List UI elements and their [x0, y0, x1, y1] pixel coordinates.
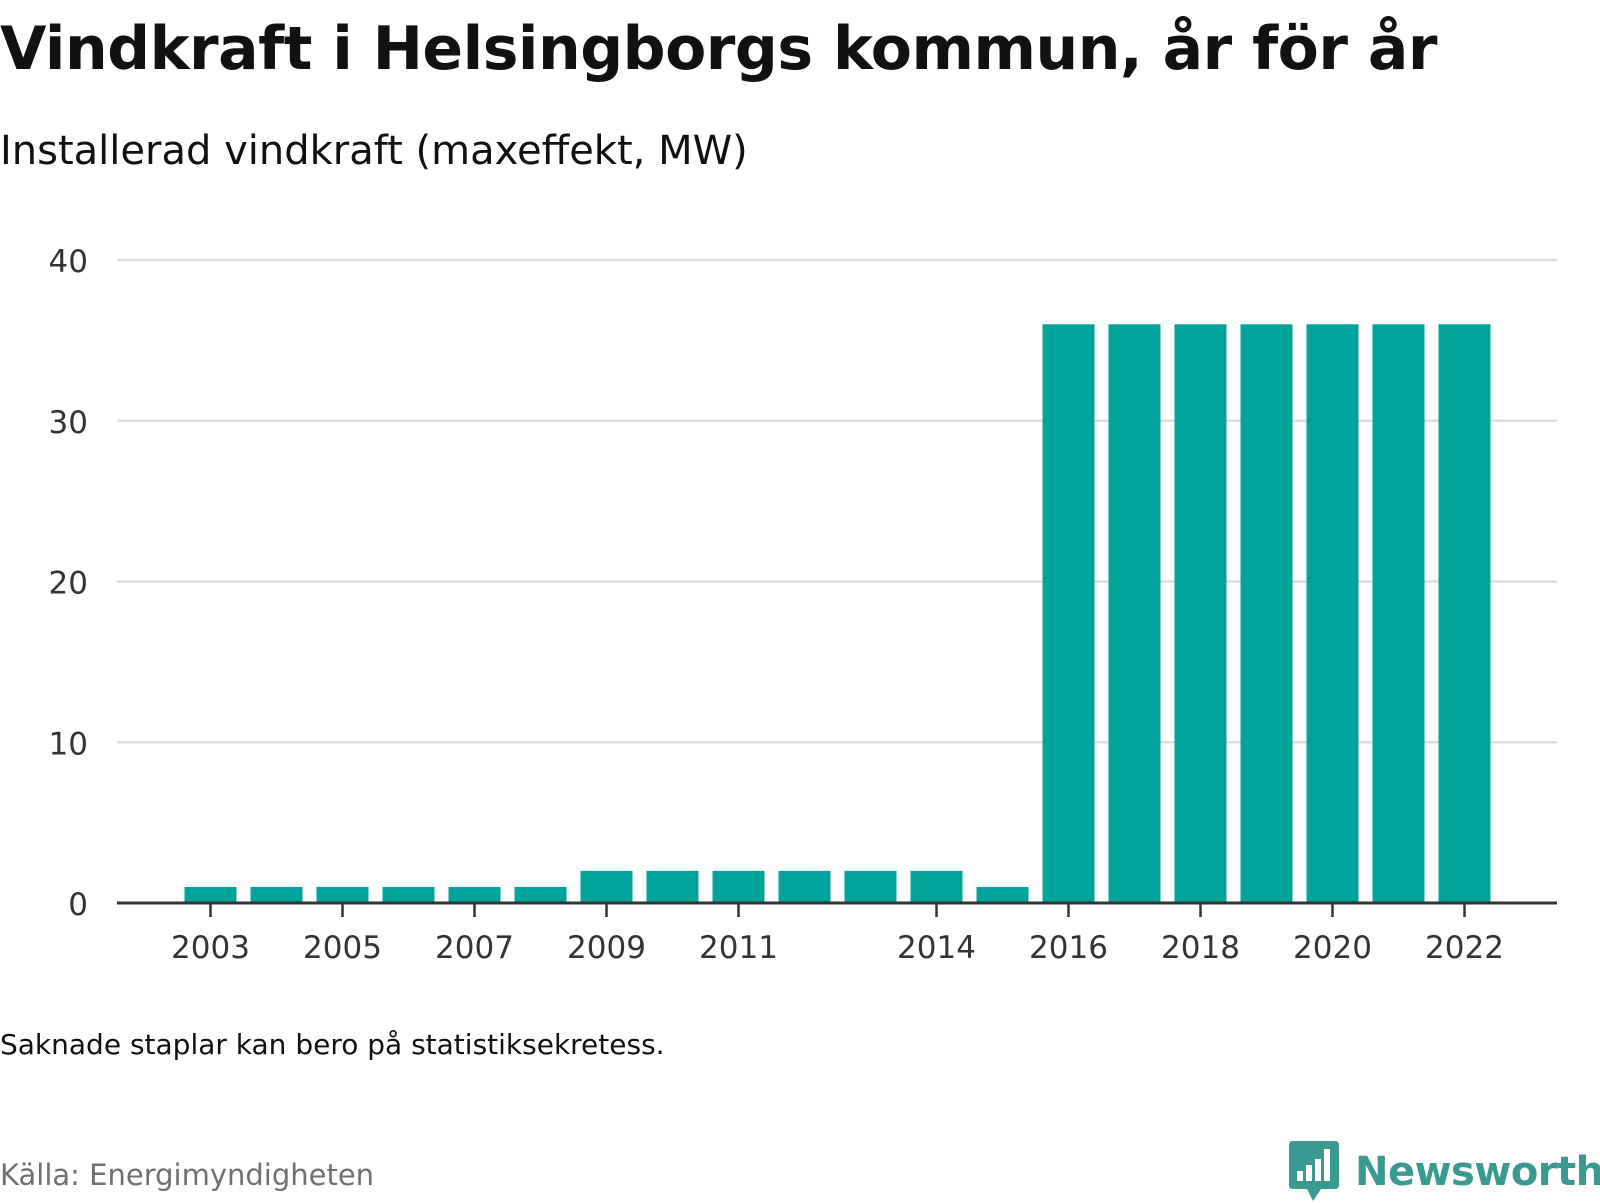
bar-chart: 0 10 20 30 40 2003 2005 2007 2009 2011 2014 2016 201… — [49, 244, 1557, 966]
y-tick-label: 20 — [49, 566, 88, 602]
y-tick-label: 30 — [49, 405, 88, 441]
x-tick-label: 2011 — [699, 930, 778, 966]
newsworthy-logo: Newsworthy — [1289, 1141, 1600, 1203]
x-tick-label: 2003 — [171, 930, 250, 966]
bar-chart-speech-bubble-icon — [1289, 1141, 1339, 1201]
axes: 0 10 20 30 40 2003 2005 2007 2009 2011 2014 2016 201… — [49, 244, 1557, 966]
logo-text: Newsworthy — [1355, 1149, 1600, 1195]
bar-2013 — [844, 870, 897, 903]
bar-2017 — [1108, 324, 1161, 903]
bar-2022 — [1438, 324, 1491, 903]
bar-2015 — [976, 886, 1029, 903]
bar-2014 — [910, 870, 963, 903]
y-tick-label: 40 — [49, 244, 88, 280]
y-tick-label: 10 — [49, 726, 88, 762]
bar-2020 — [1306, 324, 1359, 903]
bar-2016 — [1042, 324, 1095, 903]
bar-2021 — [1372, 324, 1425, 903]
bar-2009 — [580, 870, 633, 903]
x-tick-label: 2009 — [567, 930, 646, 966]
x-tick-label: 2007 — [435, 930, 514, 966]
bar-2006 — [382, 886, 435, 903]
bar-2010 — [646, 870, 699, 903]
bar-2005 — [316, 886, 369, 903]
bar-2012 — [778, 870, 831, 903]
bar-2004 — [250, 886, 303, 903]
bar-2007 — [448, 886, 501, 903]
x-tick-label: 2014 — [897, 930, 976, 966]
footnote: Saknade staplar kan bero på statistiksek… — [0, 1028, 665, 1061]
bar-2003 — [184, 886, 237, 903]
bar-2011 — [712, 870, 765, 903]
bar-2008 — [514, 886, 567, 903]
source-credit: Källa: Energimyndigheten — [0, 1158, 375, 1192]
bars — [184, 324, 1491, 903]
x-tick-label: 2005 — [303, 930, 382, 966]
y-tick-label: 0 — [68, 887, 88, 923]
bar-2018 — [1174, 324, 1227, 903]
chart-subtitle: Installerad vindkraft (maxeffekt, MW) — [0, 128, 748, 174]
bar-2019 — [1240, 324, 1293, 903]
chart-title: Vindkraft i Helsingborgs kommun, år för … — [0, 14, 1437, 84]
x-tick-label: 2018 — [1161, 930, 1240, 966]
x-tick-label: 2020 — [1293, 930, 1372, 966]
x-tick-label: 2022 — [1425, 930, 1504, 966]
x-tick-label: 2016 — [1029, 930, 1108, 966]
